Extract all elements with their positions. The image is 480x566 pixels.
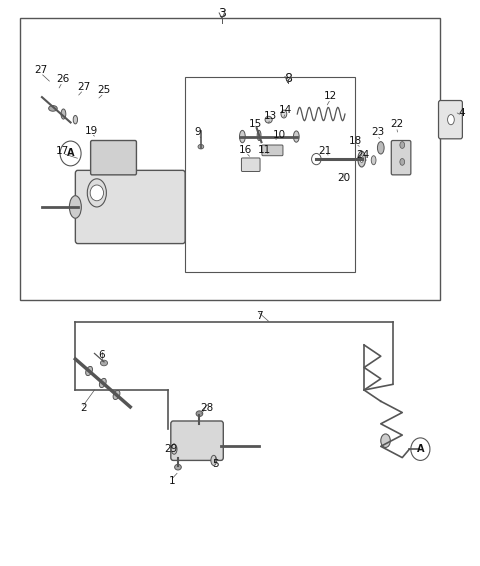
Ellipse shape (400, 142, 405, 148)
Text: 15: 15 (249, 119, 263, 129)
Text: 20: 20 (337, 173, 350, 183)
Ellipse shape (371, 156, 376, 165)
Text: 13: 13 (264, 111, 276, 121)
FancyBboxPatch shape (91, 140, 136, 175)
Ellipse shape (48, 106, 57, 111)
Text: A: A (417, 444, 424, 454)
Text: 12: 12 (324, 91, 337, 101)
Text: 14: 14 (279, 105, 292, 114)
Circle shape (312, 153, 321, 165)
FancyBboxPatch shape (439, 101, 462, 139)
Ellipse shape (85, 366, 93, 376)
Ellipse shape (211, 455, 216, 465)
Ellipse shape (70, 196, 81, 218)
Ellipse shape (447, 114, 454, 125)
Ellipse shape (265, 116, 272, 123)
Ellipse shape (358, 151, 365, 167)
Ellipse shape (61, 109, 66, 119)
Text: 2: 2 (80, 403, 87, 413)
Ellipse shape (87, 179, 107, 207)
Ellipse shape (90, 185, 104, 201)
Text: 24: 24 (357, 149, 370, 160)
Ellipse shape (257, 130, 261, 140)
Text: 7: 7 (256, 311, 263, 321)
FancyBboxPatch shape (75, 170, 185, 243)
Ellipse shape (400, 158, 405, 165)
Text: 26: 26 (56, 74, 69, 84)
Bar (21, 18, 441, 300)
Text: 29: 29 (164, 444, 178, 454)
Text: 18: 18 (349, 136, 362, 146)
Text: 27: 27 (77, 82, 90, 92)
Bar (185, 78, 355, 272)
Text: 3: 3 (218, 7, 226, 20)
Circle shape (411, 438, 430, 460)
Ellipse shape (198, 144, 204, 149)
Text: 17: 17 (56, 145, 69, 156)
Ellipse shape (175, 464, 181, 470)
Text: 4: 4 (458, 108, 465, 118)
Ellipse shape (281, 110, 287, 118)
Text: 27: 27 (34, 65, 47, 75)
Text: 9: 9 (195, 127, 201, 137)
Text: 5: 5 (212, 460, 218, 469)
Ellipse shape (100, 360, 108, 366)
Text: 16: 16 (239, 144, 252, 155)
Text: 8: 8 (284, 72, 292, 85)
Ellipse shape (240, 130, 245, 143)
FancyBboxPatch shape (241, 158, 260, 171)
Text: 10: 10 (273, 130, 286, 140)
Text: 21: 21 (318, 145, 332, 156)
Ellipse shape (171, 444, 177, 454)
Text: 23: 23 (371, 127, 384, 137)
Ellipse shape (377, 142, 384, 154)
Ellipse shape (113, 391, 120, 400)
Ellipse shape (99, 379, 106, 388)
Text: 1: 1 (169, 476, 176, 486)
Text: A: A (67, 148, 74, 158)
Ellipse shape (360, 156, 363, 162)
FancyBboxPatch shape (171, 421, 223, 460)
Text: 22: 22 (390, 119, 403, 129)
Ellipse shape (381, 434, 390, 448)
Text: 28: 28 (200, 403, 213, 413)
Text: 11: 11 (258, 144, 272, 155)
Text: 6: 6 (98, 350, 105, 360)
Text: 19: 19 (84, 126, 98, 136)
Ellipse shape (293, 131, 299, 142)
Ellipse shape (73, 115, 77, 124)
FancyBboxPatch shape (391, 140, 411, 175)
Text: 25: 25 (97, 85, 110, 96)
Ellipse shape (196, 411, 203, 417)
FancyBboxPatch shape (262, 145, 283, 156)
Circle shape (60, 141, 81, 166)
